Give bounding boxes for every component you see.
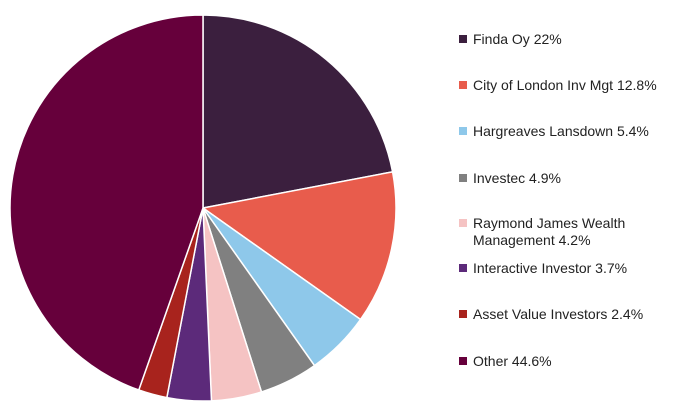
legend-label: Hargreaves Lansdown 5.4% [473, 123, 649, 139]
legend-item-city-of-london: City of London Inv Mgt 12.8% [459, 77, 657, 94]
pie-slice-finda-oy [202, 14, 394, 209]
legend-swatch [459, 35, 467, 43]
legend-swatch [459, 174, 467, 182]
legend-item-asset-value-investors: Asset Value Investors 2.4% [459, 306, 643, 323]
legend-swatch [459, 81, 467, 89]
legend-label: Investec 4.9% [473, 170, 561, 186]
legend-item-finda-oy: Finda Oy 22% [459, 31, 562, 48]
legend-label: Interactive Investor 3.7% [473, 260, 628, 276]
legend-item-other: Other 44.6% [459, 353, 552, 370]
legend-swatch [459, 264, 467, 272]
legend-swatch [459, 357, 467, 365]
legend-item-interactive-investor: Interactive Investor 3.7% [459, 260, 627, 277]
legend-label: Asset Value Investors 2.4% [473, 306, 644, 322]
legend-swatch [459, 127, 467, 135]
pie-slice-other [9, 14, 204, 391]
legend-item-raymond-james: Raymond James Wealth Management 4.2% [459, 215, 625, 249]
legend-item-investec: Investec 4.9% [459, 170, 561, 187]
legend-swatch [459, 219, 467, 227]
legend-label: Other 44.6% [473, 353, 552, 369]
pie-slice-city-of-london-inv-mgt [202, 171, 397, 321]
legend-label: Finda Oy 22% [473, 31, 562, 47]
legend-label: Raymond James Wealth Management 4.2% [473, 215, 626, 248]
legend-item-hargreaves-lansdown: Hargreaves Lansdown 5.4% [459, 123, 649, 140]
legend-label: City of London Inv Mgt 12.8% [473, 77, 657, 93]
legend-swatch [459, 310, 467, 318]
